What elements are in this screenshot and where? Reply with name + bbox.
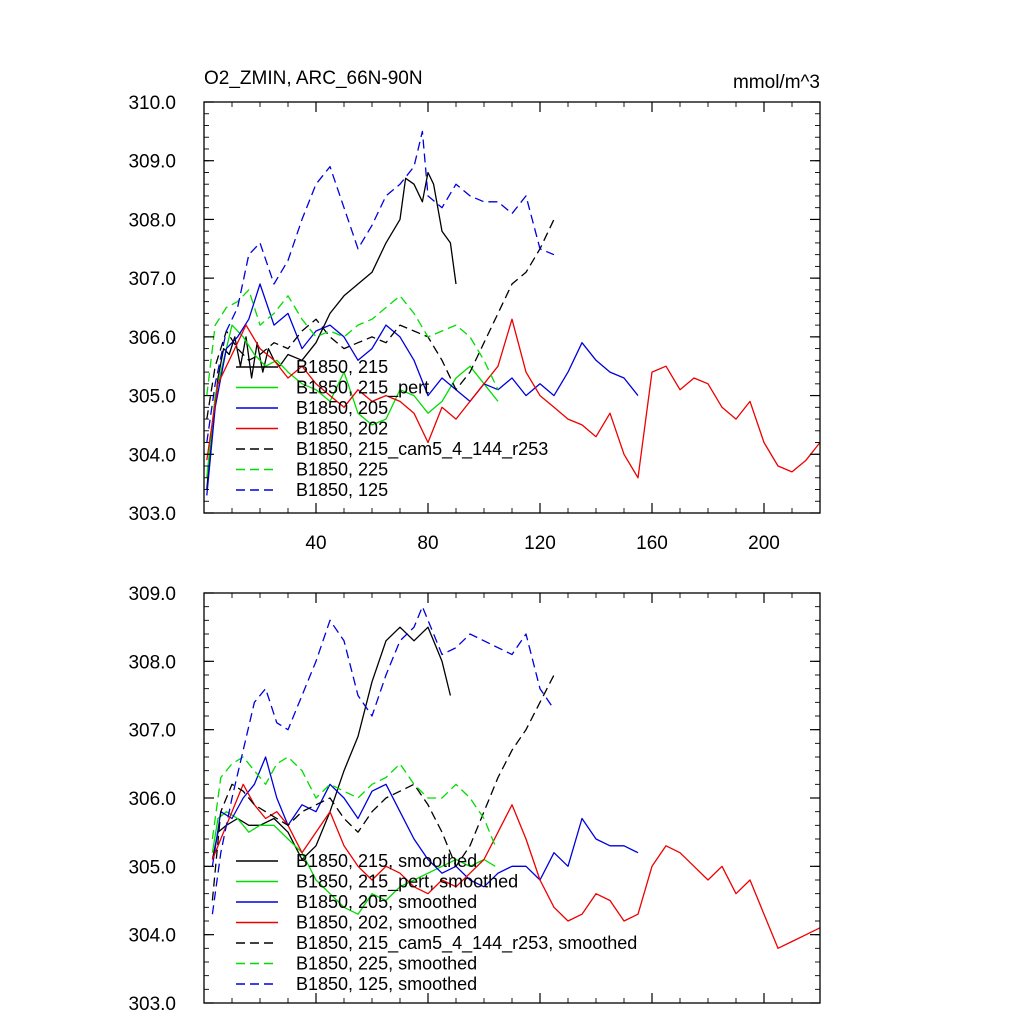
- y-tick-label: 304.0: [128, 445, 176, 466]
- legend-label: B1850, 225: [296, 460, 388, 480]
- y-tick-label: 307.0: [128, 269, 176, 290]
- y-tick-label: 304.0: [128, 926, 176, 947]
- series-line-0: [206, 171, 457, 490]
- x-tick-label: 80: [417, 533, 438, 554]
- series-line-5: [206, 289, 499, 396]
- y-tick-label: 303.0: [128, 994, 176, 1015]
- y-tick-label: 309.0: [128, 584, 176, 605]
- legend-label: B1850, 125: [296, 480, 388, 500]
- x-tick-label: 200: [748, 533, 780, 554]
- legend-label: B1850, 205, smoothed: [296, 892, 477, 912]
- series-line-2: [206, 283, 639, 496]
- y-tick-label: 308.0: [128, 652, 176, 673]
- series-lines: [206, 130, 820, 496]
- series-line-6: [206, 130, 555, 443]
- y-tick-label: 303.0: [128, 504, 176, 525]
- legend-label: B1850, 215_cam5_4_144_r253, smoothed: [296, 933, 637, 954]
- y-tick-label: 305.0: [128, 387, 176, 408]
- legend-label: B1850, 215_pert: [296, 378, 429, 399]
- y-tick-label: 308.0: [128, 210, 176, 231]
- legend-label: B1850, 202: [296, 419, 388, 439]
- series-line-6: [211, 606, 555, 915]
- legend-label: B1850, 202, smoothed: [296, 913, 477, 933]
- x-tick-label: 40: [305, 533, 326, 554]
- y-tick-label: 307.0: [128, 721, 176, 742]
- x-tick-label: 120: [524, 533, 556, 554]
- series-line-4: [211, 674, 555, 901]
- legend-label: B1850, 205: [296, 398, 388, 418]
- bottom-panel: 303.0 304.0 305.0 306.0 307.0 308.0 309.0 B1850…: [128, 584, 821, 1015]
- series-line-4: [206, 219, 555, 420]
- y-tick-label: 306.0: [128, 328, 176, 349]
- y-tick-label: 306.0: [128, 789, 176, 810]
- y-tick-label: 310.0: [128, 93, 176, 114]
- chart-title: O2_ZMIN, ARC_66N-90N: [204, 68, 423, 89]
- legend-label: B1850, 215_pert, smoothed: [296, 872, 518, 893]
- y-tick-label: 305.0: [128, 857, 176, 878]
- series-line-2: [211, 756, 639, 888]
- series-lines: [211, 606, 820, 949]
- legend-label: B1850, 125, smoothed: [296, 974, 477, 994]
- series-line-3: [206, 318, 820, 479]
- top-panel: 303.0 304.0 305.0 306.0 307.0 308.0 309.0 310.0…: [128, 93, 821, 554]
- y-tick-label: 309.0: [128, 152, 176, 173]
- series-line-5: [211, 756, 496, 847]
- series-line-0: [211, 626, 452, 861]
- x-tick-label: 160: [636, 533, 668, 554]
- legend-label: B1850, 215: [296, 357, 388, 377]
- legend-label: B1850, 225, smoothed: [296, 954, 477, 974]
- series-line-3: [211, 783, 820, 949]
- units-label: mmol/m^3: [733, 72, 820, 93]
- legend-label: B1850, 215_cam5_4_144_r253: [296, 439, 548, 460]
- series-line-1: [211, 811, 496, 915]
- legend-label: B1850, 215, smoothed: [296, 851, 477, 871]
